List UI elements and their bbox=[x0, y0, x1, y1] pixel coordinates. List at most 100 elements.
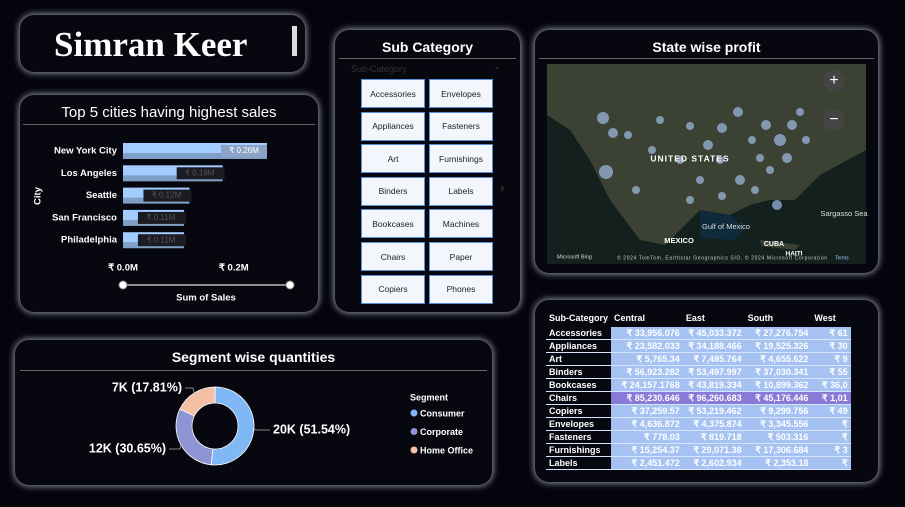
column-header: West bbox=[814, 313, 836, 323]
table-cell: ₹ 17,306.684 bbox=[744, 443, 812, 457]
chart-title: Top 5 cities having highest sales bbox=[61, 104, 277, 121]
leader-line bbox=[253, 427, 270, 431]
table-cell: ₹ 55 bbox=[811, 365, 851, 379]
slicer-title: Sub Category bbox=[381, 39, 473, 55]
data-label: 7K (17.81%) bbox=[112, 380, 182, 394]
map-title: State wise profit bbox=[652, 39, 761, 55]
table-cell: Fasteners bbox=[546, 430, 612, 444]
table-cell: ₹ 3 bbox=[811, 443, 851, 457]
y-tick-label: Seattle bbox=[86, 190, 117, 201]
name-card: Simran Keer bbox=[20, 15, 305, 72]
legend-swatch bbox=[410, 428, 418, 435]
gulf bbox=[700, 210, 745, 240]
table-cell: ₹ 19,525.326 bbox=[744, 339, 812, 353]
bar-shade bbox=[123, 175, 223, 182]
data-label-box bbox=[221, 145, 267, 157]
slicer-button[interactable]: Copiers bbox=[361, 274, 425, 304]
dashboard-title: Simran Keer bbox=[54, 25, 248, 64]
table-cell: Art bbox=[546, 352, 612, 366]
y-tick-label: San Francisco bbox=[52, 212, 117, 223]
profit-bubbles bbox=[597, 107, 810, 210]
map-land bbox=[547, 64, 866, 245]
slider-handle[interactable] bbox=[118, 280, 128, 290]
slicer-button[interactable]: Machines bbox=[429, 209, 493, 239]
table-cell: ₹ 9 bbox=[811, 352, 851, 366]
slicer-placeholder[interactable]: Sub-Category bbox=[351, 64, 407, 74]
slicer-button[interactable]: Chairs bbox=[361, 242, 425, 271]
map-label: Sargasso Sea bbox=[820, 209, 868, 218]
table-cell: ₹ 10,899.362 bbox=[744, 378, 812, 392]
data-label-box bbox=[137, 211, 186, 224]
donut-slice bbox=[179, 386, 216, 417]
data-label: ₹ 0.18M bbox=[185, 168, 215, 177]
slicer-button[interactable]: Furnishings bbox=[429, 144, 493, 174]
slicer-button[interactable]: Paper bbox=[429, 242, 493, 271]
segment-card: Segment wise quantities bbox=[15, 340, 492, 485]
slicer-button[interactable]: Bookcases bbox=[361, 209, 425, 239]
chart-title: Segment wise quantities bbox=[171, 349, 336, 365]
zoom-in[interactable] bbox=[823, 70, 845, 92]
legend-label: Consumer bbox=[420, 408, 465, 418]
scroll-arrow[interactable]: › bbox=[500, 180, 505, 195]
title-rule bbox=[23, 124, 315, 125]
map-attribution: © 2024 TomTom, Earthstar Geographics SIO… bbox=[617, 254, 827, 261]
slicer-button[interactable]: Labels bbox=[429, 176, 493, 206]
zoom-out[interactable] bbox=[823, 109, 845, 131]
cuba-land bbox=[760, 240, 800, 250]
x-tick-label: ₹ 0.2M bbox=[219, 263, 249, 274]
bar-shade bbox=[123, 153, 267, 159]
zoom-out-icon[interactable]: − bbox=[829, 111, 838, 128]
table-cell: ₹ 23,582.033 bbox=[611, 339, 683, 353]
table-cell: ₹ 3,345.556 bbox=[744, 417, 812, 431]
table-cell: ₹ 4,636.872 bbox=[611, 417, 683, 431]
zoom-in-icon[interactable]: + bbox=[829, 72, 838, 89]
column-header: Sub-Category bbox=[549, 313, 609, 323]
chevron[interactable]: ⌄ bbox=[493, 61, 502, 72]
y-tick-label: New York City bbox=[54, 146, 118, 157]
table-cell: ₹ 4,655.622 bbox=[744, 352, 812, 366]
map-terms[interactable]: Terms bbox=[835, 255, 849, 261]
map-label: UNITED STATES bbox=[650, 153, 729, 163]
map-label: HAITI bbox=[786, 251, 803, 258]
total-cell: ₹ 7,25,4 bbox=[811, 469, 851, 471]
total-cell: ₹ 5,01,239.8908 bbox=[611, 469, 683, 471]
table-cell: ₹ 85,230.646 bbox=[611, 391, 683, 405]
table-cell: Copiers bbox=[546, 404, 612, 418]
slicer-button[interactable]: Envelopes bbox=[429, 79, 493, 108]
slicer-button[interactable]: Binders bbox=[361, 176, 425, 206]
slicer-button[interactable]: Art bbox=[361, 144, 425, 174]
slicer-button[interactable]: Accessories bbox=[361, 79, 425, 108]
legend-title: Segment bbox=[410, 392, 448, 402]
column-header: East bbox=[685, 313, 705, 323]
title-rule bbox=[339, 58, 516, 59]
table-cell: Chairs bbox=[546, 391, 612, 405]
legend-swatch bbox=[410, 409, 418, 417]
table-cell: Appliances bbox=[546, 339, 612, 353]
table-cell: Envelopes bbox=[546, 417, 612, 431]
slicer-button[interactable]: Fasteners bbox=[429, 111, 493, 141]
total-cell: ₹ 3,91,721.905 bbox=[744, 469, 812, 471]
data-label: ₹ 0.26M bbox=[229, 146, 259, 155]
slicer-button[interactable]: Appliances bbox=[361, 111, 425, 141]
x-axis-label: Sum of Sales bbox=[176, 293, 236, 304]
table-cell: ₹ 34,188.466 bbox=[682, 339, 745, 353]
table-cell: ₹ 37,259.57 bbox=[611, 404, 683, 418]
table-cell: ₹ 36,0 bbox=[811, 378, 851, 392]
data-label: 20K (51.54%) bbox=[273, 422, 350, 436]
region-table: Sub-Category Central East South West Accessor… bbox=[546, 309, 867, 471]
slicer-button[interactable]: Phones bbox=[429, 274, 493, 304]
table-cell: ₹ 96,260.683 bbox=[682, 391, 745, 405]
column-header: Central bbox=[614, 313, 646, 323]
table-cell: ₹ 9,299.756 bbox=[744, 404, 812, 418]
table-cell: ₹ 819.718 bbox=[682, 430, 745, 444]
table-cell: ₹ 15,254.37 bbox=[611, 443, 683, 457]
table-row: Envelopes ₹ 4,636.872 ₹ 4,375.874 ₹ 3,345.5… bbox=[546, 417, 851, 431]
table-cell: ₹ 61 bbox=[811, 327, 851, 340]
table-cell: ₹ bbox=[811, 417, 851, 431]
table-cell: Bookcases bbox=[546, 378, 612, 392]
table-cell: ₹ 56,923.282 bbox=[611, 365, 683, 379]
table-cell: ₹ 7,485.764 bbox=[682, 352, 745, 366]
title-rule bbox=[20, 370, 487, 371]
slider-handle[interactable] bbox=[285, 280, 295, 290]
